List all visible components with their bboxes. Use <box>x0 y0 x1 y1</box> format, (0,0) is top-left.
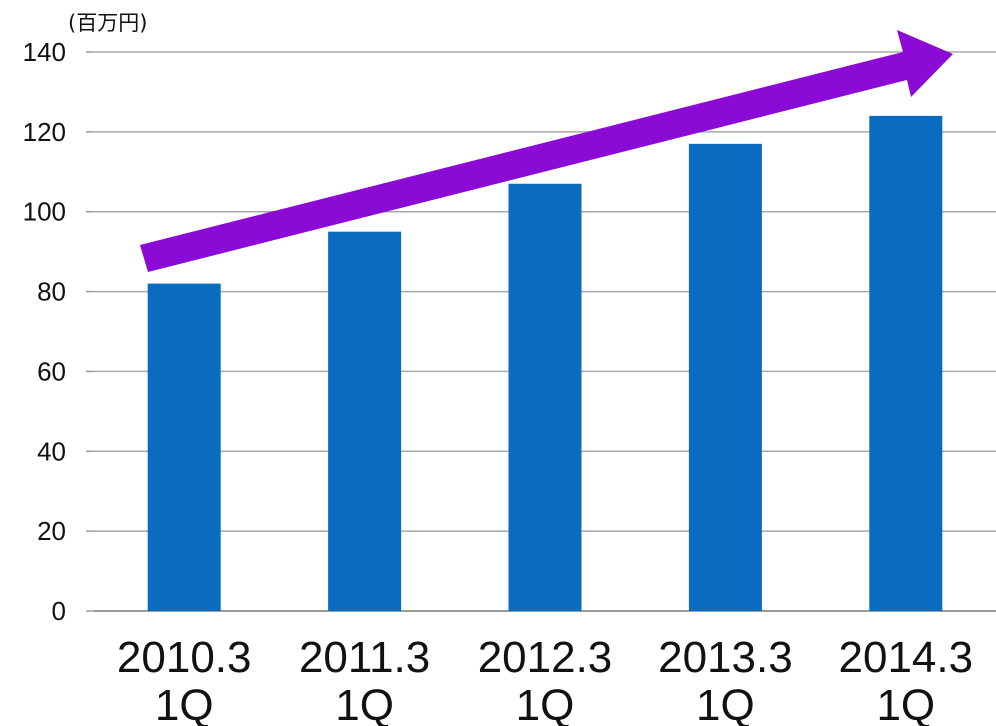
bar <box>147 283 221 611</box>
bar <box>869 115 943 611</box>
y-tick-label: 60 <box>37 356 66 386</box>
x-tick-label: 2014.3 <box>839 633 974 682</box>
x-tick-label: 1Q <box>335 681 394 726</box>
y-unit-label: (百万円) <box>68 11 147 35</box>
x-tick-label: 2010.3 <box>117 633 252 682</box>
x-tick-label: 1Q <box>876 681 935 726</box>
y-tick-label: 80 <box>37 277 66 307</box>
x-tick-label: 1Q <box>155 681 214 726</box>
y-tick-label: 40 <box>37 436 66 466</box>
x-tick-label: 1Q <box>696 681 755 726</box>
y-tick-label: 0 <box>52 596 66 626</box>
y-tick-label: 140 <box>23 37 66 67</box>
bars <box>147 115 943 612</box>
x-tick-label: 2012.3 <box>478 633 613 682</box>
bar <box>688 143 762 612</box>
trend-arrow <box>140 30 953 272</box>
bar <box>328 231 402 611</box>
y-axis: 0 20 40 60 80 100 120 140 <box>23 37 94 626</box>
x-tick-label: 2013.3 <box>658 633 793 682</box>
x-tick-label: 2011.3 <box>299 633 430 682</box>
bar <box>508 183 582 611</box>
x-tick-label: 1Q <box>516 681 575 726</box>
y-tick-label: 20 <box>37 516 66 546</box>
y-tick-label: 120 <box>23 117 66 147</box>
y-tick-label: 100 <box>23 197 66 227</box>
